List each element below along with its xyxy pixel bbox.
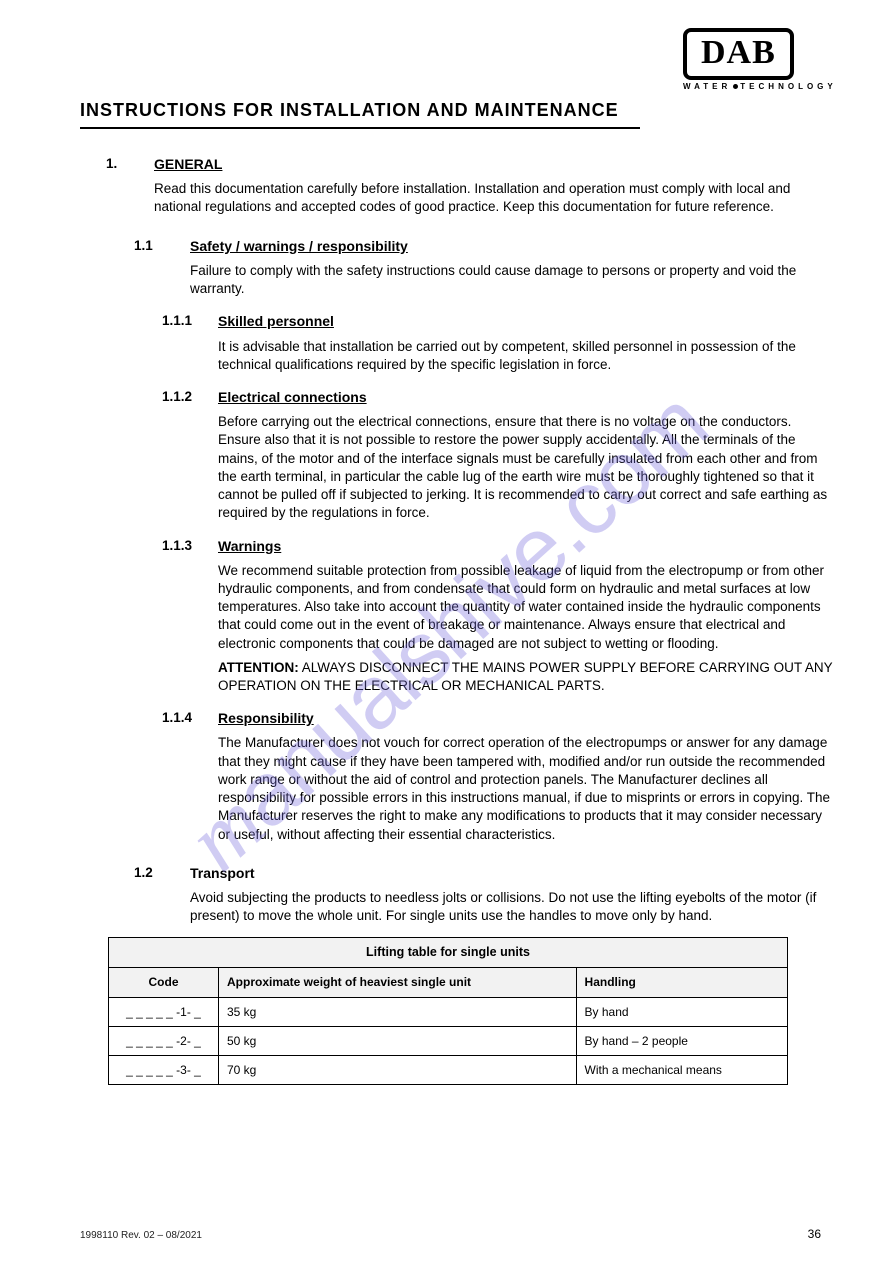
cell-handling: By hand <box>576 997 787 1026</box>
section-1.2-body: Avoid subjecting the products to needles… <box>190 889 833 925</box>
page-number: 36 <box>808 1227 821 1241</box>
logo-brand-text: DAB <box>701 34 776 71</box>
cell-handling: By hand – 2 people <box>576 1026 787 1055</box>
table-title: Lifting table for single units <box>109 938 788 968</box>
cell-handling: With a mechanical means <box>576 1055 787 1084</box>
section-1.1.1-body: It is advisable that installation be car… <box>218 338 833 374</box>
logo-sub-dot <box>733 84 738 89</box>
section-1.1-heading: Safety / warnings / responsibility <box>190 238 408 254</box>
section-1.1.1-number: 1.1.1 <box>162 312 218 374</box>
brand-logo: DAB WATERTECHNOLOGY <box>683 28 823 91</box>
table-col-code: Code <box>109 968 219 997</box>
section-1.1-body: Failure to comply with the safety instru… <box>190 262 833 298</box>
section-1-body: Read this documentation carefully before… <box>154 180 833 216</box>
page-title: INSTRUCTIONS FOR INSTALLATION AND MAINTE… <box>80 100 640 129</box>
section-1-heading: GENERAL <box>154 156 222 172</box>
section-1.1.4-body: The Manufacturer does not vouch for corr… <box>218 734 833 843</box>
table-row: _ _ _ _ _ -2- _ 50 kg By hand – 2 people <box>109 1026 788 1055</box>
cell-weight: 50 kg <box>219 1026 577 1055</box>
section-1.1.2-number: 1.1.2 <box>162 388 218 523</box>
cell-weight: 35 kg <box>219 997 577 1026</box>
cell-code: _ _ _ _ _ -1- _ <box>109 997 219 1026</box>
section-1.1.3-heading: Warnings <box>218 538 281 554</box>
table-col-weight: Approximate weight of heaviest single un… <box>219 968 577 997</box>
section-1.1-number: 1.1 <box>134 237 190 299</box>
logo-sub-right: TECHNOLOGY <box>740 82 836 91</box>
section-1.1.2-body: Before carrying out the electrical conne… <box>218 413 833 522</box>
logo-tagline: WATERTECHNOLOGY <box>683 82 823 91</box>
section-1.1.4-heading: Responsibility <box>218 710 314 726</box>
section-1.1.1-heading: Skilled personnel <box>218 313 334 329</box>
section-1.1.3-body-after: ALWAYS DISCONNECT THE MAINS POWER SUPPLY… <box>218 660 832 693</box>
section-1.2-number: 1.2 <box>134 864 190 926</box>
cell-weight: 70 kg <box>219 1055 577 1084</box>
section-1-number: 1. <box>106 155 154 217</box>
section-1.1.3-body-lead: We recommend suitable protection from po… <box>218 562 833 653</box>
logo-box: DAB <box>683 28 794 80</box>
attention-label: ATTENTION: <box>218 660 299 675</box>
table-row: _ _ _ _ _ -1- _ 35 kg By hand <box>109 997 788 1026</box>
cell-code: _ _ _ _ _ -3- _ <box>109 1055 219 1084</box>
table-row: _ _ _ _ _ -3- _ 70 kg With a mechanical … <box>109 1055 788 1084</box>
document-id: 1998110 Rev. 02 – 08/2021 <box>80 1230 202 1241</box>
logo-sub-left: WATER <box>683 82 731 91</box>
cell-code: _ _ _ _ _ -2- _ <box>109 1026 219 1055</box>
section-1.1.4-number: 1.1.4 <box>162 709 218 844</box>
lifting-table: Lifting table for single units Code Appr… <box>108 937 788 1085</box>
section-1.2-heading: Transport <box>190 865 255 881</box>
section-1.1.2-heading: Electrical connections <box>218 389 367 405</box>
section-1.1.3-number: 1.1.3 <box>162 537 218 696</box>
table-col-handling: Handling <box>576 968 787 997</box>
